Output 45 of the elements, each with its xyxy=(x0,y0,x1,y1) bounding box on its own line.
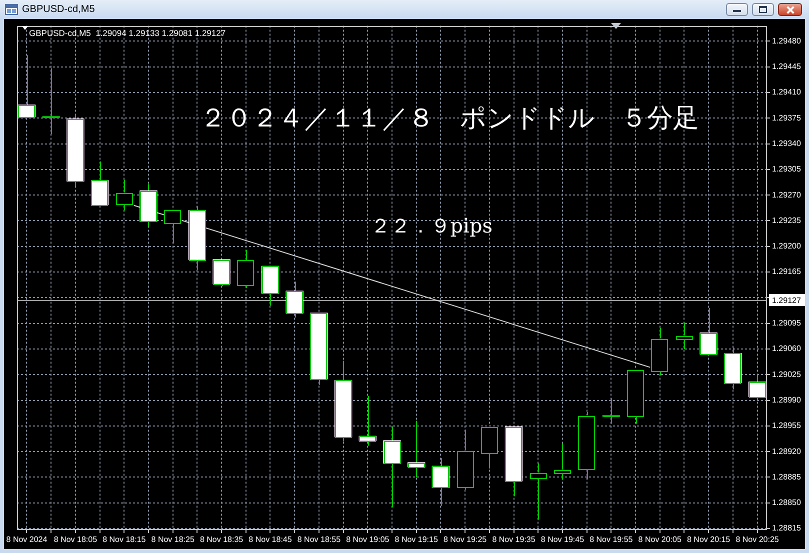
x-tick-label: 8 Nov 19:25 xyxy=(443,535,488,544)
chart-subtitle: GBPUSD-cd,M5 1.29094 1.29133 1.29081 1.29127 xyxy=(29,28,226,38)
x-tick-label: 8 Nov 2024 xyxy=(6,535,48,544)
y-tick-label: 1.29445 xyxy=(772,62,802,72)
annotation: ２２．９pips xyxy=(370,214,493,238)
x-tick-label: 8 Nov 20:25 xyxy=(736,535,780,544)
y-tick-label: 1.28920 xyxy=(772,446,802,456)
x-tick-label: 8 Nov 18:25 xyxy=(151,535,195,544)
y-tick-label: 1.28885 xyxy=(772,472,802,482)
candlestick xyxy=(383,426,401,508)
y-tick-label: 1.29095 xyxy=(772,318,802,328)
x-tick-label: 8 Nov 20:15 xyxy=(686,535,731,544)
y-tick-label: 1.28990 xyxy=(772,395,802,404)
x-tick-label: 8 Nov 19:35 xyxy=(492,535,536,544)
y-tick-label: 1.28815 xyxy=(772,524,802,533)
x-tick-label: 8 Nov 20:05 xyxy=(638,535,682,544)
x-tick-label: 8 Nov 19:05 xyxy=(346,535,390,544)
y-tick-label: 1.29480 xyxy=(772,36,802,46)
y-tick-label: 1.29200 xyxy=(772,242,802,251)
x-tick-label: 8 Nov 18:55 xyxy=(297,535,342,544)
x-tick-label: 8 Nov 18:45 xyxy=(248,535,292,544)
y-tick-label: 1.29410 xyxy=(772,88,802,97)
y-tick-label: 1.29375 xyxy=(772,113,802,122)
x-tick-label: 8 Nov 19:55 xyxy=(590,535,634,544)
chart-title: GBPUSD-cd,M5 xyxy=(22,4,95,15)
y-tick-label: 1.29025 xyxy=(772,370,802,379)
candlestick xyxy=(675,322,694,350)
y-tick-label: 1.29305 xyxy=(772,164,802,174)
y-tick-label: 1.29235 xyxy=(772,216,802,225)
x-tick-label: 8 Nov 18:05 xyxy=(54,535,98,544)
y-tick-label: 1.29340 xyxy=(772,138,802,148)
y-tick-label: 1.28955 xyxy=(772,421,802,430)
candlestick xyxy=(602,398,620,424)
y-tick-label: 1.29060 xyxy=(772,344,802,354)
x-tick-label: 8 Nov 18:35 xyxy=(200,535,244,544)
candlestick xyxy=(432,458,450,506)
annotation: ２０２４／１１／８ ポンドドル ５分足 xyxy=(200,104,699,134)
x-tick-label: 8 Nov 19:45 xyxy=(540,535,585,544)
ref-line-label: 1.29127 xyxy=(772,296,802,305)
x-tick-label: 8 Nov 18:15 xyxy=(102,535,146,544)
y-tick-label: 1.29270 xyxy=(772,190,802,200)
y-tick-label: 1.29165 xyxy=(772,267,802,276)
candlestick xyxy=(42,68,60,135)
y-tick-label: 1.28850 xyxy=(772,498,802,508)
x-tick-label: 8 Nov 19:15 xyxy=(394,535,438,544)
